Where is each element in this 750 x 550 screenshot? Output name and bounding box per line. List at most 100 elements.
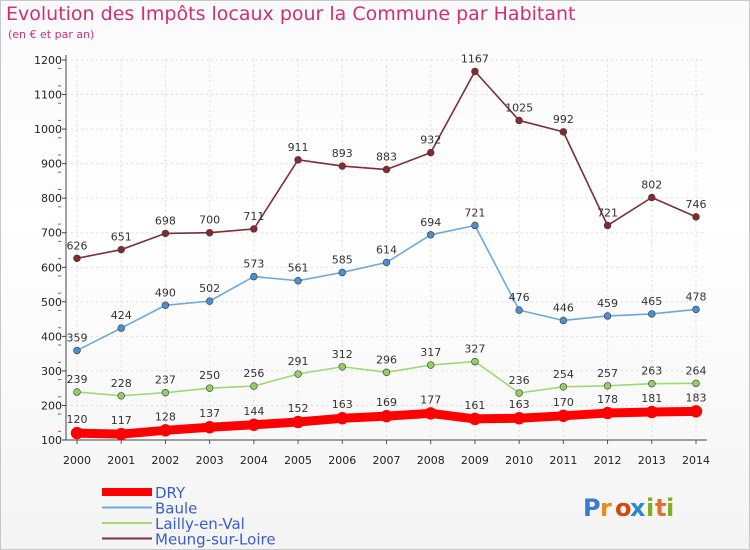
- data-label: 694: [420, 216, 441, 229]
- data-point: [161, 301, 170, 309]
- data-point: [515, 306, 523, 314]
- data-point: [648, 310, 656, 318]
- data-point: [603, 312, 612, 320]
- y-tick-label: 1200: [34, 54, 62, 67]
- legend-label: Meung-sur-Loire: [155, 531, 276, 549]
- data-label: 291: [288, 355, 309, 368]
- data-point: [382, 368, 391, 376]
- data-label: 169: [376, 396, 397, 409]
- data-point: [692, 305, 700, 314]
- data-label: 711: [243, 210, 264, 223]
- data-label: 117: [111, 414, 132, 427]
- logo-letter: P: [583, 494, 601, 522]
- data-point: [205, 384, 214, 392]
- data-point: [114, 427, 128, 441]
- x-tick-label: 2000: [63, 454, 91, 467]
- data-label: 236: [509, 374, 530, 387]
- data-point: [294, 277, 302, 285]
- data-label: 1167: [461, 52, 489, 65]
- data-point: [117, 392, 125, 400]
- data-label: 700: [199, 214, 220, 227]
- data-point: [468, 412, 482, 426]
- y-tick-label: 400: [41, 330, 62, 343]
- data-label: 911: [288, 141, 309, 154]
- data-point: [294, 156, 302, 164]
- data-point: [161, 229, 170, 238]
- x-tick-label: 2005: [284, 454, 312, 467]
- data-label: 446: [553, 301, 574, 314]
- data-label: 137: [199, 407, 220, 420]
- data-point: [648, 193, 656, 202]
- data-point: [336, 411, 349, 425]
- data-label: 181: [641, 392, 662, 405]
- logo-letter: i: [646, 494, 654, 522]
- data-point: [645, 405, 659, 419]
- data-label: 183: [686, 391, 707, 404]
- data-label: 161: [464, 399, 485, 412]
- logo-letter: o: [615, 494, 632, 522]
- data-label: 614: [376, 243, 397, 256]
- data-label: 585: [332, 253, 353, 266]
- data-point: [203, 420, 216, 434]
- data-label: 721: [464, 206, 485, 219]
- data-label: 237: [155, 374, 176, 387]
- data-point: [380, 409, 393, 423]
- data-point: [73, 254, 81, 262]
- x-tick-label: 2003: [196, 454, 224, 467]
- data-point: [294, 370, 302, 378]
- grid-lines: [66, 59, 707, 441]
- y-tick-label: 500: [41, 296, 62, 309]
- data-point: [471, 221, 479, 230]
- legend-label: Lailly-en-Val: [155, 515, 245, 533]
- data-label: 239: [67, 373, 88, 386]
- axes: 100 200 300 400 500 600 700 800 900 1000 1100 1200 2…: [34, 54, 710, 467]
- data-point: [692, 213, 700, 221]
- x-tick-label: 2007: [373, 454, 401, 467]
- data-label: 883: [376, 151, 397, 164]
- data-point: [247, 418, 261, 432]
- data-label: 170: [553, 396, 574, 409]
- y-tick-label: 800: [41, 192, 62, 205]
- data-point: [559, 128, 568, 136]
- data-point: [117, 324, 125, 332]
- data-point: [692, 379, 700, 388]
- x-tick-label: 2012: [594, 454, 622, 467]
- data-label: 1025: [505, 101, 533, 114]
- y-tick-label: 600: [41, 261, 62, 274]
- data-point: [117, 245, 125, 254]
- data-label: 698: [155, 214, 176, 227]
- data-label: 561: [288, 262, 309, 275]
- data-label: 424: [111, 309, 132, 322]
- data-label: 264: [686, 364, 707, 377]
- data-point: [250, 382, 258, 390]
- data-point: [73, 388, 81, 396]
- data-point: [603, 382, 612, 390]
- x-tick-label: 2001: [107, 454, 135, 467]
- data-point: [291, 415, 305, 429]
- data-label: 163: [509, 398, 530, 411]
- data-label: 263: [641, 365, 662, 378]
- legend-label: DRY: [155, 484, 186, 502]
- data-point: [338, 162, 346, 170]
- y-tick-label: 200: [41, 399, 62, 412]
- data-point: [515, 116, 523, 125]
- x-tick-label: 2013: [638, 454, 666, 467]
- x-tick-label: 2006: [328, 454, 356, 467]
- x-tick-label: 2008: [417, 454, 445, 467]
- data-label: 626: [67, 239, 88, 252]
- data-point: [161, 388, 170, 397]
- x-tick-label: 2009: [461, 454, 489, 467]
- data-point: [471, 357, 479, 366]
- data-point: [73, 346, 81, 355]
- data-point: [205, 229, 214, 237]
- data-point: [159, 424, 172, 437]
- y-tick-label: 1100: [34, 89, 62, 102]
- data-point: [471, 67, 479, 76]
- x-tick-label: 2011: [549, 454, 577, 467]
- data-label: 651: [111, 231, 132, 244]
- data-point: [557, 409, 570, 423]
- logo-letter: t: [655, 494, 666, 522]
- data-labels: 359 424 490 502 573 561 585 614 694 721 476 446 459 4…: [67, 52, 707, 427]
